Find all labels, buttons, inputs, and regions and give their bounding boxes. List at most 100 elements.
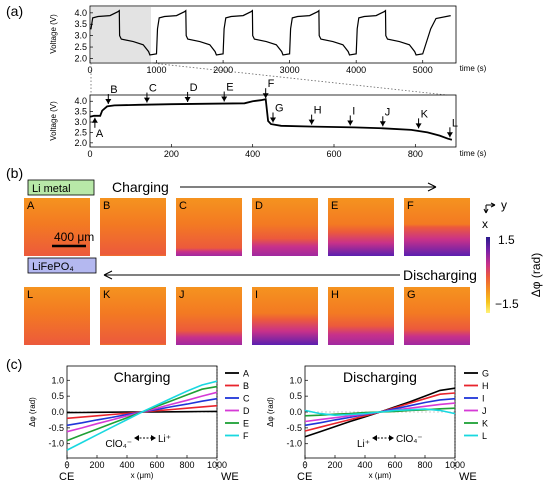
a-top-ytick-label: 3.5 — [74, 19, 87, 29]
c-ytick-label: 0.0 — [289, 407, 302, 417]
a-top-plot: 2.02.53.0 3.54.0 0 1000 2000 3000 4000 5000 Vo… — [49, 5, 487, 75]
lifepo4-label: LiFePO₄ — [32, 261, 74, 273]
a-top-ylabel: Voltage (V) — [49, 14, 58, 54]
phase-map-tile-label: F — [407, 200, 414, 212]
a-top-frame — [89, 5, 457, 64]
c-xtick-label: 800 — [179, 460, 194, 470]
c-ion-left: ClO₄⁻ — [105, 439, 132, 450]
a-top-ytick-label: 2.5 — [74, 42, 87, 52]
a-marker-label: E — [226, 82, 233, 94]
c-plot-title: Discharging — [343, 369, 417, 385]
a-marker-label: B — [110, 84, 117, 96]
c-xlabel: x (μm) — [369, 471, 392, 480]
phase-map-tile-label: L — [27, 289, 33, 301]
c-legend-label: I — [482, 394, 485, 404]
c-series-line — [66, 385, 218, 442]
phase-map-tile — [100, 287, 166, 345]
phase-map-tile-label: G — [407, 289, 416, 301]
a-top-xtick-label: 0 — [87, 65, 92, 75]
a-marker-arrowhead — [347, 120, 354, 126]
c-ylabel: Δφ (rad) — [266, 397, 275, 427]
c-charging-plot: -1.0 -0.5 0.0 0.5 1.0 0 200 400 600 800 1000 ABCDEF… — [28, 365, 250, 483]
c-ion-arrowheads — [134, 435, 156, 441]
axes-indicator-lines — [485, 204, 495, 213]
axis-y-label: y — [501, 198, 507, 212]
a-marker-arrowhead — [270, 117, 276, 123]
c-ion-right: Li⁺ — [158, 434, 171, 445]
phase-map-tile — [252, 198, 318, 256]
phase-map-tile — [176, 287, 242, 345]
a-top-xtick-label: 1000 — [147, 65, 167, 75]
axis-x-label: x — [482, 217, 488, 231]
a-marker-label: G — [275, 103, 284, 115]
phase-map-tile — [24, 287, 90, 345]
charging-label: Charging — [112, 179, 169, 195]
c-ytick-label: -1.0 — [48, 439, 64, 449]
a-top-xtick-label: 3000 — [280, 65, 300, 75]
a-marker-arrowhead — [91, 117, 98, 123]
a-bottom-ylabel: Voltage (V) — [49, 101, 58, 141]
c-xtick-label: 0 — [302, 460, 307, 470]
a-marker-label: F — [268, 78, 275, 90]
c-series-line — [66, 380, 218, 451]
a-bottom-ytick-label: 2.0 — [74, 138, 87, 148]
phase-map-tile-label: J — [179, 289, 185, 301]
phase-map-tile-label: A — [27, 200, 35, 212]
tiles-top-row: A B C D E F — [24, 198, 470, 256]
c-xtick-label: 200 — [327, 460, 342, 470]
c-legend-label: F — [243, 431, 249, 441]
phase-map-tile-label: H — [331, 289, 339, 301]
a-marker-arrowhead — [308, 119, 315, 125]
a-marker-label: I — [352, 105, 355, 117]
a-bottom-voltage-curve — [89, 98, 453, 141]
panel-a-label: (a) — [6, 3, 23, 19]
c-xlabel: x (μm) — [131, 471, 154, 480]
a-bottom-xtick-label: 200 — [164, 149, 179, 159]
a-marker-label: L — [452, 117, 458, 129]
c-ytick-label: 1.0 — [51, 375, 64, 385]
c-xtick-label: 0 — [64, 460, 69, 470]
c-xtick-label: 800 — [417, 460, 432, 470]
c-legend-label: G — [482, 369, 489, 379]
a-top-ytick-label: 3.0 — [74, 31, 87, 41]
a-marker-arrowhead — [221, 96, 228, 102]
charging-arrow-head — [427, 182, 437, 192]
c-legend-label: B — [243, 381, 249, 391]
panel-b-label: (b) — [6, 165, 23, 181]
colorbar-label: Δφ (rad) — [529, 253, 543, 297]
phase-map-tile-label: B — [103, 200, 110, 212]
a-marker-arrowhead — [105, 99, 112, 105]
c-plot-title: Charging — [114, 369, 171, 385]
c-ion-left: Li⁺ — [357, 439, 370, 450]
a-marker-arrowhead — [143, 97, 150, 103]
c-xtick-label: 400 — [357, 460, 372, 470]
a-bottom-ytick-label: 2.5 — [74, 127, 87, 137]
phase-map-tile-label: D — [255, 200, 263, 212]
a-bottom-xtick-label: 400 — [245, 149, 260, 159]
a-marker-label: H — [314, 105, 322, 117]
a-marker-label: K — [421, 108, 429, 120]
a-marker-label: C — [149, 83, 157, 95]
c-xtick-label: 1000 — [445, 460, 465, 470]
a-marker-label: A — [96, 128, 104, 140]
a-top-xtick-label: 4000 — [346, 65, 366, 75]
phase-map-tile — [252, 287, 318, 345]
c-legend-label: C — [243, 394, 250, 404]
c-ytick-label: -1.0 — [286, 439, 302, 449]
a-bottom-ytick-label: 3.5 — [74, 107, 87, 117]
c-ytick-label: 1.0 — [289, 375, 302, 385]
phase-map-tile — [328, 198, 394, 256]
c-discharging-plot: -1.0-0.50.00.51.00 200 400 600 800 1000GHIJKL… — [266, 365, 489, 483]
c-legend-label: L — [482, 431, 487, 441]
phase-map-tile-label: E — [331, 200, 338, 212]
a-bottom-frame — [89, 94, 457, 148]
phase-map-tile — [100, 198, 166, 256]
scale-bar-label: 400 μm — [54, 230, 94, 244]
axes-indicator-heads — [483, 202, 496, 214]
c-ytick-label: 0.0 — [51, 407, 64, 417]
a-marker-arrowhead — [262, 93, 269, 99]
phase-map-tile — [404, 198, 470, 256]
c-xtick-label: 1000 — [207, 460, 227, 470]
